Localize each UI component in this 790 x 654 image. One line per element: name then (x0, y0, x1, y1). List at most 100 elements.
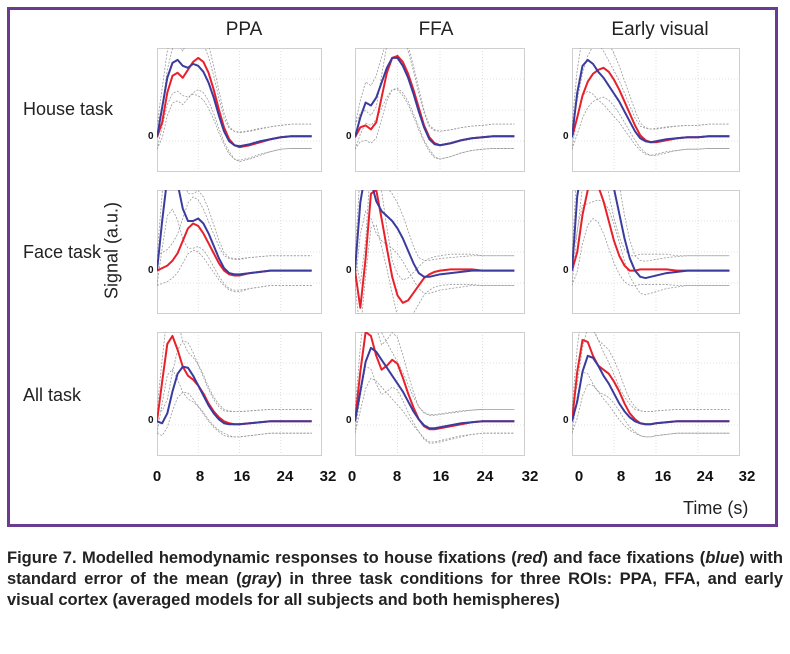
x-tick-label: 8 (195, 468, 205, 485)
sem-line (572, 371, 730, 438)
sem-line (355, 332, 515, 416)
panel-border (355, 48, 525, 172)
sem-line (157, 368, 312, 438)
panel-plot (157, 48, 322, 172)
panel-plot (572, 332, 740, 456)
zero-label: 0 (346, 264, 352, 276)
panel-plot (157, 332, 322, 456)
row-title-face-task: Face task (23, 242, 102, 262)
row-title-all-task: All task (23, 385, 82, 405)
zero-label: 0 (148, 415, 154, 427)
caption-gray: gray (241, 570, 277, 588)
zero-label: 0 (563, 264, 569, 276)
zero-label: 0 (148, 264, 154, 276)
zero-label: 0 (563, 131, 569, 143)
panel-border (572, 48, 740, 172)
sem-line (157, 190, 312, 259)
face-fixation-line (157, 58, 312, 148)
caption-text: Figure 7. Modelled hemodynamic responses… (7, 549, 517, 567)
panel-plot (355, 48, 525, 172)
sem-line (572, 48, 730, 130)
row-title-house-task: House task (23, 99, 114, 119)
sem-line (355, 365, 515, 444)
panel-border (157, 48, 322, 172)
x-tick-label: 0 (152, 468, 162, 485)
figure-caption: Figure 7. Modelled hemodynamic responses… (7, 548, 783, 611)
sem-line (157, 89, 312, 163)
x-tick-label: 32 (319, 468, 337, 485)
caption-red: red (516, 549, 543, 567)
panel-border (355, 332, 525, 456)
house-fixation-line (355, 54, 515, 147)
panel-plot (157, 190, 322, 314)
panel-plot (572, 190, 740, 314)
zero-label: 0 (563, 415, 569, 427)
panel-border (157, 332, 322, 456)
sem-line (355, 48, 515, 132)
panel-plot (572, 48, 740, 172)
sem-line (572, 190, 730, 262)
sem-line (157, 196, 312, 260)
x-tick-label: 8 (392, 468, 402, 485)
x-tick-label: 24 (276, 468, 294, 485)
x-tick-label: 0 (347, 468, 357, 485)
caption-text: ) with standard error of the mean ( (7, 549, 783, 588)
sem-line (355, 377, 515, 443)
x-tick-label: 8 (616, 468, 626, 485)
house-fixation-line (157, 222, 312, 277)
x-tick-label: 32 (738, 468, 756, 485)
x-tick-label: 0 (574, 468, 584, 485)
x-tick-label: 16 (233, 468, 251, 485)
caption-text: ) in three task conditions for three ROI… (7, 570, 784, 609)
sem-line (355, 224, 515, 314)
zero-label: 0 (346, 415, 352, 427)
caption-text: ) and face fixations ( (542, 549, 706, 567)
sem-line (157, 391, 312, 438)
sem-line (355, 48, 515, 132)
sem-line (157, 90, 312, 161)
house-fixation-line (157, 334, 312, 426)
sem-line (572, 90, 730, 156)
sem-line (572, 332, 730, 413)
sem-line (572, 217, 730, 286)
sem-line (355, 89, 515, 160)
sem-line (572, 383, 730, 438)
face-fixation-line (157, 190, 312, 276)
sem-line (355, 190, 515, 261)
sem-line (157, 48, 312, 134)
sem-line (355, 210, 515, 294)
house-fixation-line (572, 338, 730, 426)
face-fixation-line (355, 346, 515, 430)
sem-line (157, 208, 312, 291)
panel-border (572, 332, 740, 456)
x-tick-label: 24 (696, 468, 714, 485)
face-fixation-line (355, 190, 515, 278)
zero-label: 0 (346, 131, 352, 143)
panel-plot (355, 332, 525, 456)
x-axis-label: Time (s) (683, 498, 749, 518)
column-title-early-visual: Early visual (611, 19, 709, 40)
x-tick-label: 32 (521, 468, 539, 485)
face-fixation-line (157, 365, 312, 426)
sem-line (157, 48, 312, 133)
x-tick-label: 16 (432, 468, 450, 485)
sem-line (355, 332, 515, 415)
house-fixation-line (572, 190, 730, 272)
caption-blue: blue (705, 549, 740, 567)
sem-line (355, 87, 515, 160)
x-tick-label: 24 (476, 468, 494, 485)
house-fixation-line (355, 190, 515, 309)
sem-line (572, 48, 730, 130)
y-axis-label: Signal (a.u.) (101, 201, 122, 300)
x-tick-label: 16 (654, 468, 672, 485)
figure-frame (7, 7, 778, 527)
column-title-ppa: PPA (225, 19, 263, 40)
panel-plot (355, 190, 525, 314)
sem-line (572, 96, 730, 156)
zero-label: 0 (148, 131, 154, 143)
face-fixation-line (572, 354, 730, 426)
sem-line (157, 340, 312, 413)
sem-line (572, 199, 730, 296)
sem-line (572, 332, 730, 413)
face-fixation-line (572, 58, 730, 144)
